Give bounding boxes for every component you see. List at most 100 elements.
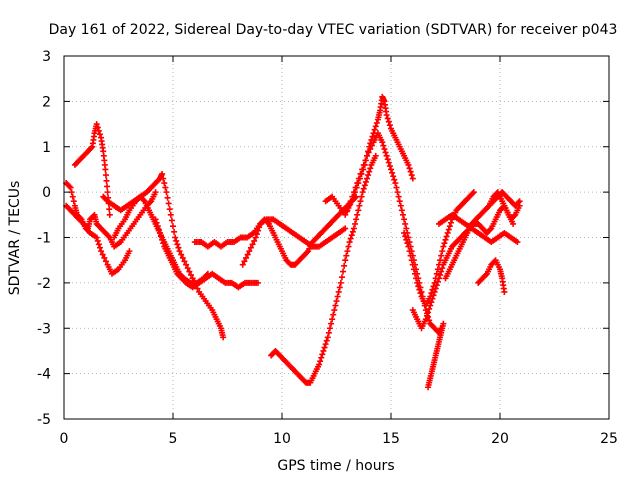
data-point [407,168,414,175]
data-point [383,111,390,118]
data-point [102,172,109,179]
data-point [171,228,178,235]
data-point [446,223,453,230]
data-point [101,254,108,261]
data-point [402,220,409,227]
x-tick-label: 5 [169,431,178,447]
data-point [88,144,95,151]
data-point [355,175,362,182]
data-point [93,234,100,241]
series-arc-17 [475,257,508,295]
data-point [405,243,412,250]
data-point [340,268,347,275]
data-point [158,233,165,240]
data-point [67,184,74,191]
series-arc-7 [191,216,349,250]
data-point [385,159,392,166]
data-point [126,248,133,255]
data-point [160,240,167,247]
data-point [356,202,363,209]
data-point [487,226,494,233]
data-point [362,157,369,164]
data-point [368,142,375,149]
data-point [434,266,441,273]
data-point [321,344,328,351]
data-point [394,189,401,196]
x-tick-label: 0 [60,431,69,447]
data-point [413,275,420,282]
y-tick-label: -3 [37,321,51,337]
data-point [320,347,327,354]
data-point [324,334,331,341]
data-point [369,133,376,140]
y-tick-label: -1 [37,231,51,247]
data-point [501,288,508,295]
series-arc-12 [401,189,477,309]
data-point [440,320,447,327]
data-point [140,197,147,204]
data-point [410,266,417,273]
data-point [357,170,364,177]
x-tick-label: 20 [491,431,509,447]
data-point [253,231,260,238]
grid [64,56,609,419]
data-point [329,316,336,323]
data-point [386,163,393,170]
y-tick-label: 0 [42,185,51,201]
data-point [401,229,408,236]
data-point [347,235,354,242]
series-arc-3 [71,121,113,218]
data-point [433,270,440,277]
data-point [408,172,415,179]
data-point [444,229,451,236]
data-point [391,176,398,183]
data-point [360,161,367,168]
y-tick-label: -4 [37,367,51,383]
data-point [147,199,154,206]
data-point [372,152,379,159]
data-point [429,295,436,302]
data-point [365,172,372,179]
data-point [440,243,447,250]
data-point [152,216,159,223]
data-point [183,261,190,268]
data-point [397,202,404,209]
data-point [172,234,179,241]
data-point [346,202,353,209]
data-point [167,211,174,218]
data-point [174,241,181,248]
data-point [426,317,433,324]
data-point [417,290,424,297]
data-point [357,198,364,205]
data-point [354,180,361,187]
data-point [405,161,412,168]
data-point [407,252,414,259]
data-point [347,198,354,205]
data-point [408,257,415,264]
data-point [344,207,351,214]
y-tick-labels: -5 -4 -3 -2 -1 0 1 2 3 [37,49,51,428]
data-point [404,240,411,247]
data-point [415,283,422,290]
data-point [328,320,335,327]
data-point [445,226,452,233]
data-point [392,180,399,187]
data-point [427,302,434,309]
data-point [406,248,413,255]
data-point [350,189,357,196]
data-point [350,225,357,232]
data-point [367,146,374,153]
data-point [384,115,391,122]
data-point [155,226,162,233]
data-point [426,305,433,312]
data-point [181,258,188,265]
data-point [443,233,450,240]
data-point [162,184,169,191]
data-point [439,248,446,255]
data-point [251,237,258,244]
data-point [105,233,112,240]
data-point [69,193,76,200]
data-point [247,244,254,251]
data-point [335,288,342,295]
data-point [398,207,405,214]
